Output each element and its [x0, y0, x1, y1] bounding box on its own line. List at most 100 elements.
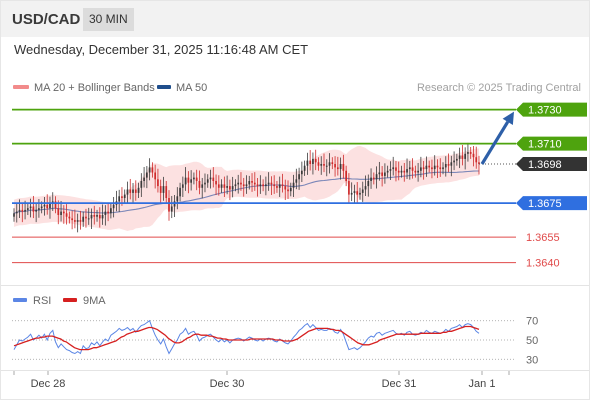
last-price-label: 1.3698: [528, 159, 562, 171]
candle-body: [209, 177, 212, 180]
candle-body: [198, 181, 201, 188]
timeframe-button[interactable]: 30 MIN: [83, 8, 134, 31]
resistance-1-label: 1.3710: [528, 139, 562, 151]
bollinger-legend-swatch: [13, 85, 29, 89]
rsi-legend-swatch: [13, 298, 27, 302]
candle-body: [234, 184, 237, 187]
candle-body: [79, 220, 82, 222]
candle-body: [240, 182, 242, 185]
candle-body: [306, 160, 309, 166]
credit-label: Research © 2025 Trading Central: [417, 82, 581, 94]
candle-body: [436, 165, 439, 168]
candle-body: [110, 208, 112, 214]
candle-body: [165, 186, 168, 198]
candle-body: [375, 174, 378, 180]
candle-body: [442, 167, 444, 170]
candle-body: [350, 192, 353, 195]
candle-body: [90, 215, 93, 219]
candle-body: [123, 194, 126, 198]
candle-body: [204, 182, 206, 185]
candle-body: [298, 174, 300, 180]
rsi-tick-label: 50: [526, 335, 538, 347]
candle-body: [168, 198, 170, 212]
candle-body: [262, 184, 264, 187]
ma9-legend-label: 9MA: [83, 295, 106, 307]
candle-body: [267, 182, 270, 185]
candle-body: [400, 170, 403, 173]
candle-body: [292, 182, 295, 188]
candle-body: [295, 179, 298, 183]
candle-body: [26, 208, 29, 210]
candle-body: [464, 153, 467, 159]
support-1-tag: [516, 196, 587, 211]
ma9-line: [13, 325, 480, 351]
candle-body: [65, 213, 68, 217]
projection-arrow: [480, 121, 510, 165]
candle-body: [126, 189, 129, 195]
candle-body: [323, 164, 325, 166]
x-tick-label: Dec 30: [210, 378, 245, 390]
candle-body: [201, 184, 204, 188]
candle-body: [237, 182, 240, 185]
candle-body: [101, 215, 104, 219]
candle-body: [43, 204, 46, 207]
ma50-legend-swatch: [157, 85, 171, 89]
candle-body: [389, 169, 392, 171]
bollinger-legend-label: MA 20 + Bollinger Bands: [34, 82, 155, 94]
candle-body: [68, 216, 71, 219]
rsi-plot: 70 50 30: [12, 316, 538, 366]
candle-body: [21, 209, 24, 212]
candle-body: [134, 189, 137, 193]
resistance-1-tag: [516, 136, 587, 151]
candle-body: [212, 177, 215, 181]
candle-body: [314, 158, 317, 163]
candle-body: [408, 167, 411, 170]
candle-body: [320, 164, 323, 166]
candle-body: [331, 162, 334, 164]
candle-body: [190, 179, 192, 183]
candle-body: [96, 215, 98, 217]
candle-body: [381, 172, 383, 176]
candle-body: [392, 167, 395, 170]
candle-body: [372, 177, 375, 180]
header-bar: USD/CAD 30 MIN: [1, 1, 589, 37]
x-tick-label: Jan 1: [469, 378, 496, 390]
candle-body: [38, 208, 40, 210]
ma50-legend-label: MA 50: [176, 82, 207, 94]
candle-body: [87, 218, 90, 220]
candle-body: [24, 209, 26, 212]
candle-body: [456, 158, 458, 161]
candle-body: [386, 170, 389, 173]
candle-body: [334, 164, 336, 168]
candle-body: [253, 182, 256, 185]
candle-body: [397, 170, 400, 173]
candle-body: [49, 203, 51, 209]
candle-body: [162, 186, 165, 193]
rsi-line: [13, 319, 480, 355]
candle-body: [40, 206, 43, 209]
ma9-legend-swatch: [63, 298, 77, 302]
candle-body: [195, 177, 198, 181]
support-1-label: 1.3675: [528, 198, 562, 210]
candle-body: [328, 162, 331, 166]
level-lines: 1.3730 1.3710 1.3698 1.3675 1.3655 1.3640: [12, 102, 587, 270]
candle-body: [251, 181, 253, 183]
candle-body: [143, 177, 145, 181]
candle-body: [273, 184, 276, 187]
candle-body: [278, 184, 281, 188]
candle-body: [104, 211, 107, 215]
candle-body: [46, 204, 49, 209]
candle-body: [206, 179, 209, 183]
candle-body: [450, 162, 453, 166]
candle-body: [226, 186, 228, 188]
candle-body: [367, 181, 370, 187]
x-axis: Dec 28 Dec 30 Dec 31 Jan 1: [13, 371, 510, 390]
candle-body: [469, 152, 472, 154]
candle-body: [345, 170, 347, 181]
candle-body: [289, 187, 292, 192]
resistance-2-label: 1.3730: [528, 105, 562, 117]
candle-body: [256, 184, 259, 187]
symbol-label: USD/CAD: [12, 11, 81, 28]
